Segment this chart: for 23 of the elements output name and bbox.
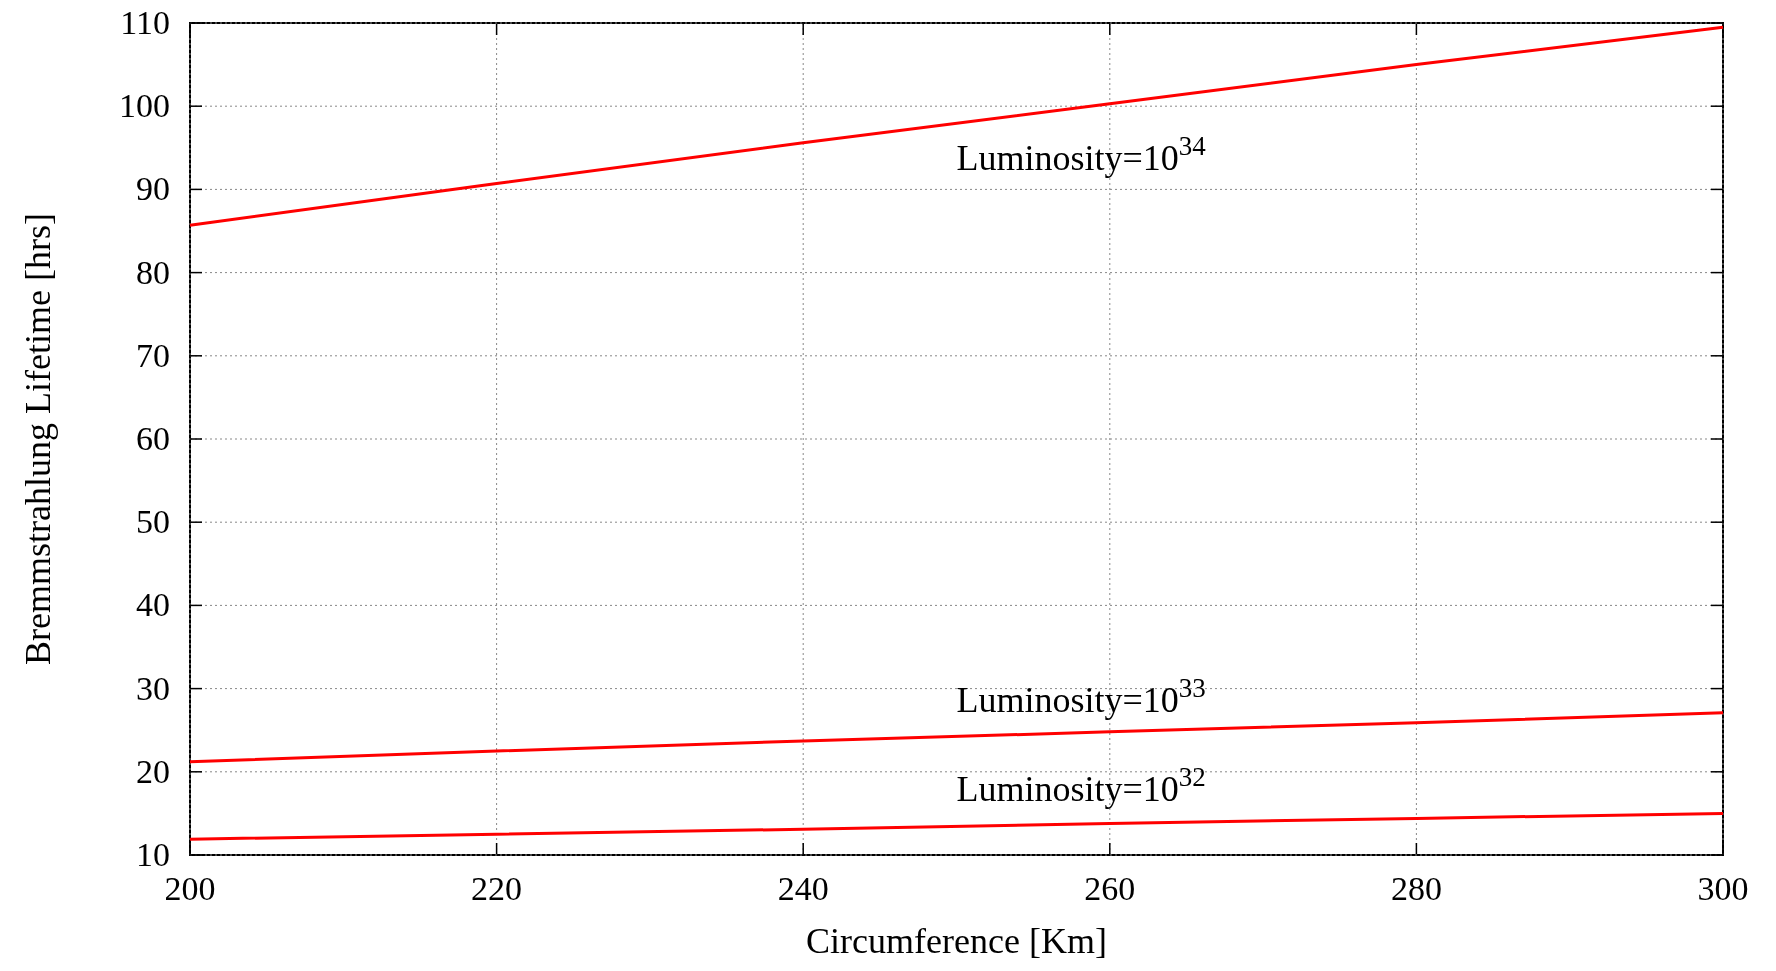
y-tick-label: 10	[136, 836, 170, 873]
y-tick-label: 100	[119, 87, 170, 125]
y-tick-label: 60	[136, 420, 170, 457]
y-tick-label: 90	[136, 170, 170, 208]
y-tick-label: 50	[136, 503, 170, 541]
x-tick-label: 240	[777, 870, 829, 907]
y-axis-title: Bremmstrahlung Lifetime [hrs]	[18, 213, 58, 665]
x-axis-title: Circumference [Km]	[806, 921, 1107, 961]
x-tick-label: 280	[1390, 870, 1442, 907]
y-tick-label: 70	[136, 336, 170, 374]
line-series	[188, 811, 1725, 841]
y-tick-label: 40	[136, 586, 170, 624]
x-tick-label: 300	[1697, 870, 1749, 907]
y-tick-label: 80	[136, 253, 170, 291]
y-tick-label: 20	[136, 752, 170, 790]
y-tick-label: 30	[136, 669, 170, 707]
series-label: Luminosity=10$^{33}$	[956, 672, 1206, 720]
series-label: Luminosity=10$^{34}$	[956, 130, 1207, 178]
y-tick-label: 110	[120, 4, 170, 41]
x-tick-label: 220	[471, 870, 523, 907]
x-tick-label: 200	[164, 870, 216, 907]
series-label: Luminosity=10$^{32}$	[956, 762, 1206, 810]
x-tick-label: 260	[1084, 870, 1136, 907]
